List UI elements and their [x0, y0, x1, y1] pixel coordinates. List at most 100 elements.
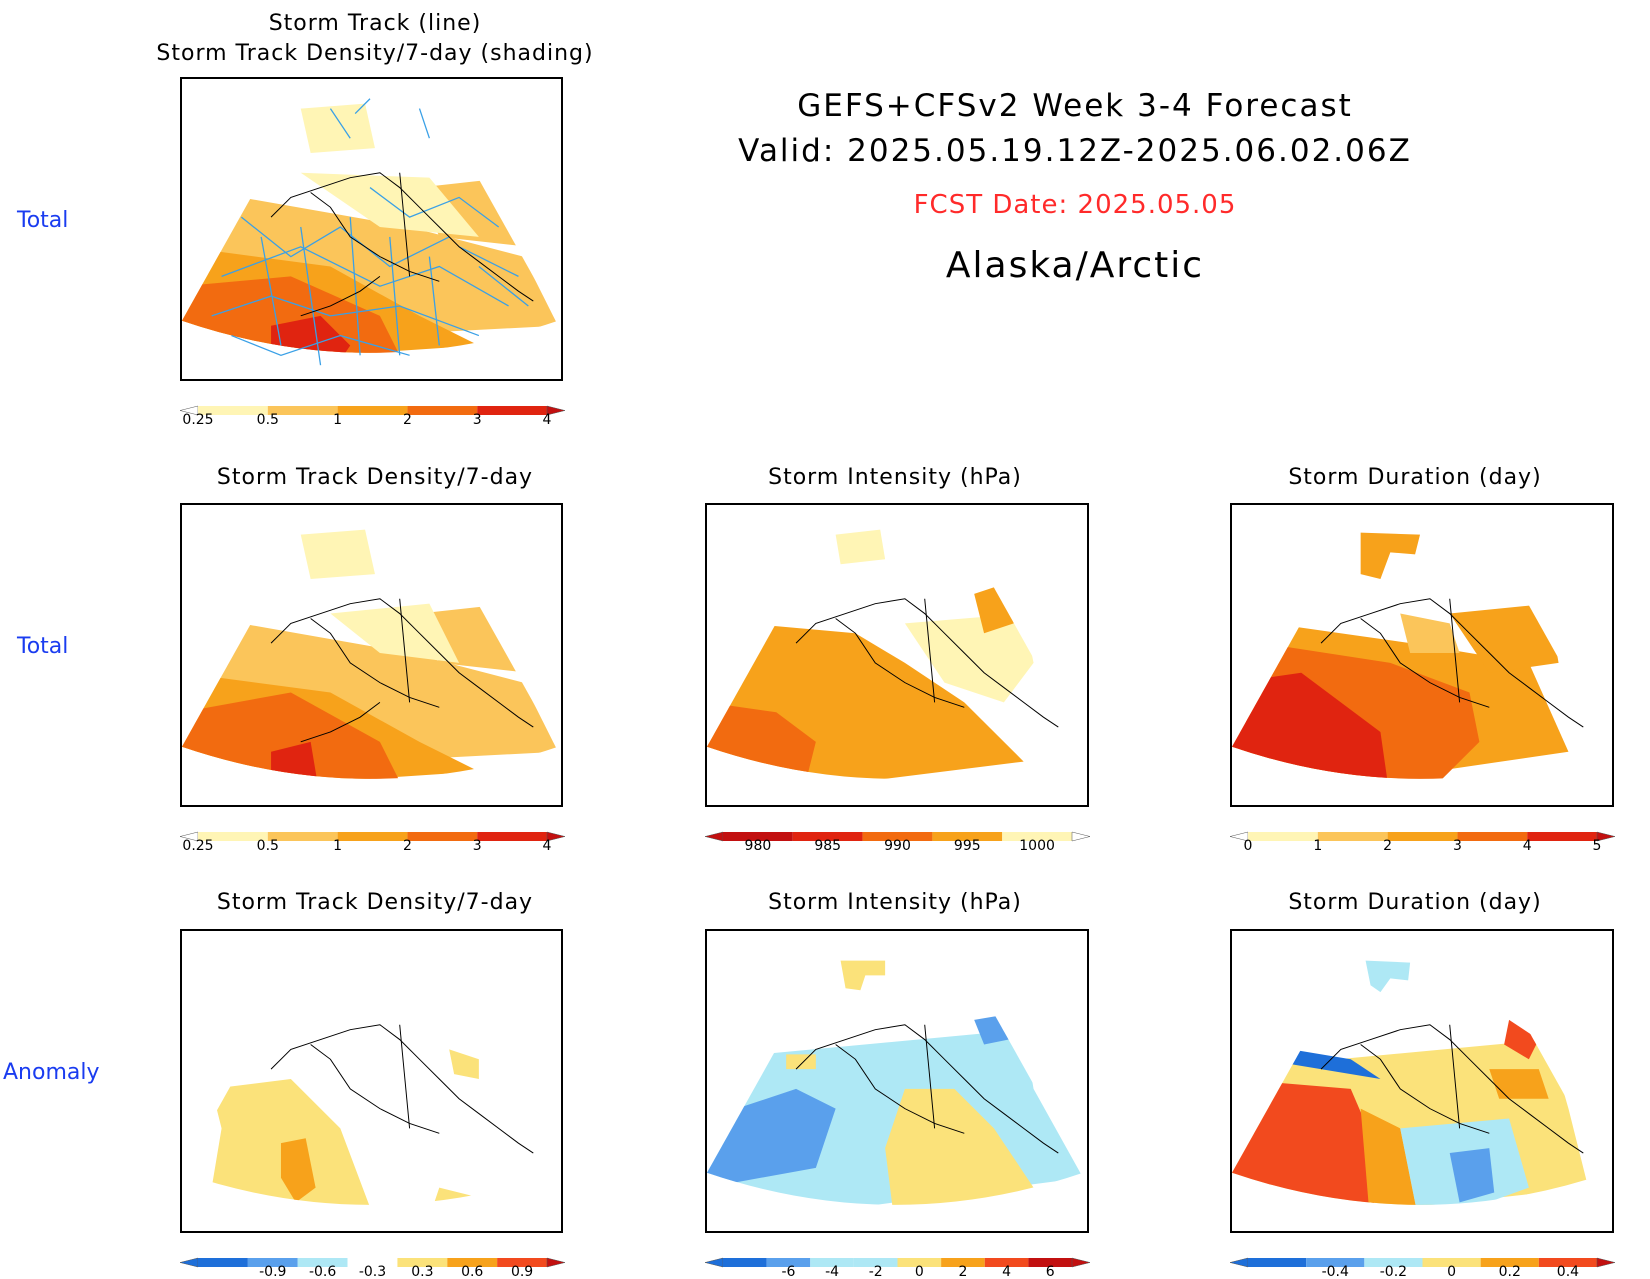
colorbar-swatch — [198, 832, 268, 841]
colorbar-swatch — [1527, 832, 1597, 841]
panel-title-intensity-total: Storm Intensity (hPa) — [768, 465, 1022, 490]
colorbar-right-arrow — [1596, 1257, 1616, 1268]
colorbar-tick-label: 0.3 — [411, 1264, 433, 1279]
colorbar-swatch — [477, 406, 547, 415]
storm-track-lines — [211, 98, 529, 366]
coastline — [795, 1024, 1059, 1154]
coastline — [270, 172, 534, 317]
colorbar-tick-label: 3 — [473, 838, 482, 854]
colorbar-tick-label: 990 — [884, 838, 911, 854]
intensity_anom-svg: -6 -4 -2 0 2 4 6 — [704, 1257, 1091, 1279]
colorbar-tick-label: -0.3 — [359, 1264, 386, 1279]
colorbar-right-arrow — [546, 831, 566, 842]
panel-title-density-total: Storm Track Density/7-day — [216, 465, 534, 490]
colorbar-duration-anomaly: -0.4 -0.2 0 0.2 0.4 — [1229, 1255, 1616, 1279]
colorbar-swatch — [723, 1258, 767, 1267]
colorbar-tick-label: 5 — [1593, 838, 1602, 854]
colorbar-swatch — [337, 406, 408, 415]
colorbar-swatch — [1028, 1258, 1072, 1267]
region-name: Alaska/Arctic — [945, 245, 1205, 286]
colorbar-swatch — [941, 1258, 985, 1267]
forecast-date: FCST Date: 2025.05.05 — [913, 190, 1237, 220]
colorbar-tick-label: 995 — [954, 838, 981, 854]
colorbar-tick-label: 3 — [473, 412, 482, 428]
colorbar-density-anomaly: -0.9 -0.6 -0.3 0.3 0.6 0.9 — [179, 1255, 566, 1279]
colorbar-tick-label: 0 — [1244, 838, 1253, 854]
colorbar-tick-label: 2 — [403, 412, 412, 428]
colorbar-swatch — [1457, 832, 1528, 841]
forecast-title: GEFS+CFSv2 Week 3-4 Forecast — [797, 88, 1353, 124]
colorbar-tick-label: 4 — [543, 838, 552, 854]
panel-title-intensity-anomaly: Storm Intensity (hPa) — [768, 890, 1022, 915]
duration_total-svg: 0 1 2 3 4 5 — [1229, 831, 1616, 854]
colorbar-tick-label: 1 — [1313, 838, 1322, 854]
colorbar-swatch — [1306, 1258, 1365, 1267]
colorbar-swatch — [862, 832, 933, 841]
colorbar-tick-label: 1000 — [1019, 838, 1055, 854]
colorbar-swatch — [1422, 1258, 1481, 1267]
coastline — [1320, 598, 1584, 728]
map-duration-total — [1230, 503, 1614, 807]
map-duration-total-svg — [1232, 532, 1584, 779]
colorbar-density-total-1: 0.25 0.5 1 2 3 4 — [179, 403, 566, 428]
colorbar-tick-label: -0.6 — [309, 1264, 336, 1279]
colorbar-swatch — [477, 832, 547, 841]
colorbar-swatch — [792, 832, 863, 841]
panel-title-track-shading: Storm Track Density/7-day (shading) — [156, 41, 594, 66]
colorbar-swatch — [723, 832, 793, 841]
colorbar-tick-label: 1 — [333, 838, 342, 854]
duration_anom-svg: -0.4 -0.2 0 0.2 0.4 — [1229, 1257, 1616, 1279]
map-density-total-svg — [182, 529, 559, 779]
colorbar-swatch — [297, 1258, 348, 1267]
row-label-total-1: Total — [17, 208, 69, 233]
colorbar-tick-label: 0.4 — [1557, 1264, 1579, 1279]
colorbar-swatch — [267, 832, 338, 841]
colorbar-tick-label: 4 — [1002, 1264, 1011, 1279]
colorbar-swatch — [1317, 832, 1388, 841]
colorbar-swatch — [1002, 832, 1072, 841]
colorbar-tick-label: -6 — [781, 1264, 795, 1279]
colorbar-tick-label: -0.9 — [259, 1264, 286, 1279]
colorbar-tick-label: 0 — [1447, 1264, 1456, 1279]
colorbar-right-arrow — [546, 1257, 566, 1268]
colorbar-swatch — [347, 1258, 398, 1267]
colorbar-tick-label: 985 — [814, 838, 841, 854]
colorbar-swatch — [1248, 1258, 1307, 1267]
coastline — [270, 598, 534, 743]
colorbar-right-arrow — [1596, 831, 1616, 842]
colorbar-tick-label: 0 — [915, 1264, 924, 1279]
map-intensity-total — [705, 503, 1089, 807]
valid-period: Valid: 2025.05.19.12Z-2025.06.02.06Z — [738, 133, 1412, 169]
colorbar-swatch — [1480, 1258, 1539, 1267]
colorbar-density-total-2: 0.25 0.5 1 2 3 4 — [179, 829, 566, 854]
colorbar-swatch — [810, 1258, 854, 1267]
row-label-total-2: Total — [17, 634, 69, 659]
panel-title-track-line: Storm Track (line) — [268, 11, 482, 36]
density_anom-svg: -0.9 -0.6 -0.3 0.3 0.6 0.9 — [179, 1257, 566, 1279]
colorbar-tick-label: 6 — [1046, 1264, 1055, 1279]
colorbar-swatch — [1248, 832, 1318, 841]
colorbar-right-arrow — [1071, 1257, 1091, 1268]
intensity_total-svg: 980 985 990 995 1000 — [704, 831, 1091, 854]
colorbar-swatch — [337, 832, 408, 841]
colorbar-tick-label: -0.4 — [1322, 1264, 1349, 1279]
colorbar-tick-label: 0.25 — [182, 412, 213, 428]
colorbar-tick-label: 0.5 — [257, 838, 279, 854]
colorbar-swatch — [198, 1258, 248, 1267]
colorbar-tick-label: 2 — [403, 838, 412, 854]
colorbar-tick-label: 0.2 — [1499, 1264, 1521, 1279]
colorbar-left-arrow — [179, 1257, 199, 1268]
colorbar-tick-label: 1 — [333, 412, 342, 428]
colorbar-intensity-total: 980 985 990 995 1000 — [704, 829, 1091, 854]
colorbar-swatch — [447, 1258, 498, 1267]
row-label-anomaly: Anomaly — [3, 1060, 100, 1085]
coastline — [1320, 1024, 1584, 1154]
colorbar-swatch — [407, 832, 478, 841]
colorbar-left-arrow — [704, 1257, 724, 1268]
colorbar-right-arrow — [1071, 831, 1091, 842]
colorbar-swatch — [1387, 832, 1458, 841]
map-duration-anomaly-svg — [1232, 960, 1589, 1205]
colorbar-swatch — [1538, 1258, 1597, 1267]
colorbar-tick-label: -0.2 — [1380, 1264, 1407, 1279]
colorbar-left-arrow — [1229, 1257, 1249, 1268]
